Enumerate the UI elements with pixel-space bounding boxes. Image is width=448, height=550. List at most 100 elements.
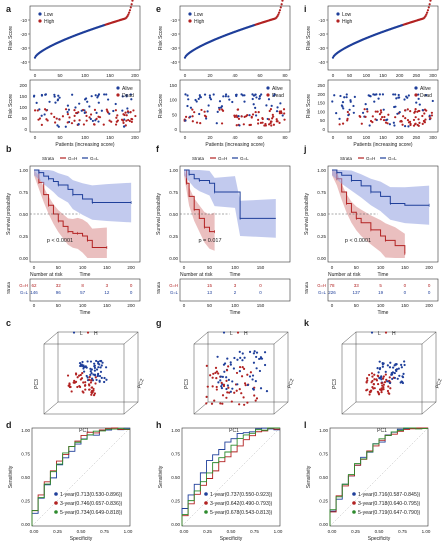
pca-point-l bbox=[219, 375, 223, 378]
pca-cube-front bbox=[193, 343, 275, 415]
pca-point-h bbox=[205, 395, 208, 398]
y-tick-label: 0.75 bbox=[171, 452, 180, 457]
alive-point bbox=[194, 98, 197, 102]
pca-point-l bbox=[398, 374, 401, 377]
dead-point bbox=[424, 118, 427, 121]
dead-point bbox=[414, 116, 417, 119]
survival-status-frame bbox=[327, 79, 439, 133]
alive-point bbox=[209, 98, 213, 101]
pca-point-h bbox=[205, 402, 208, 405]
pca-cube-edge bbox=[43, 401, 59, 415]
pca-point-l bbox=[379, 376, 383, 379]
dead-point bbox=[251, 113, 255, 116]
pca-point-l bbox=[393, 376, 397, 380]
high-risk-point bbox=[127, 13, 130, 16]
dead-point bbox=[89, 113, 93, 116]
x-tick-label: 0 bbox=[331, 265, 334, 270]
pca-point-h bbox=[381, 384, 384, 387]
km-band-h bbox=[34, 170, 107, 258]
risk-table-l-cell: 0 bbox=[404, 290, 407, 295]
dead-point bbox=[73, 114, 76, 118]
roc-legend-label: 5-year(0.719(0.647-0.790)) bbox=[358, 510, 421, 516]
y-tick-label: -20 bbox=[318, 32, 325, 37]
pca-point-l bbox=[403, 360, 406, 363]
risk-score-frame bbox=[179, 5, 291, 71]
y-tick-label: 0.00 bbox=[317, 256, 326, 261]
alive-point bbox=[342, 107, 345, 110]
alive-point bbox=[220, 105, 224, 108]
high-risk-point bbox=[129, 6, 132, 9]
pca-point-l bbox=[89, 373, 92, 376]
dead-point bbox=[270, 124, 273, 127]
pca-point-l bbox=[263, 363, 267, 367]
alive-point bbox=[393, 124, 396, 127]
y-tick-label: 0.00 bbox=[21, 522, 30, 527]
pca-point-l bbox=[231, 380, 234, 383]
alive-point bbox=[415, 101, 418, 104]
dead-point bbox=[346, 110, 349, 114]
x-tick-label: 0.00 bbox=[30, 529, 39, 534]
high-risk-point bbox=[278, 11, 281, 14]
alive-point bbox=[366, 108, 369, 111]
pca-point-l bbox=[104, 366, 108, 369]
x-tick-label: 200 bbox=[396, 135, 404, 140]
high-risk-point bbox=[425, 13, 428, 16]
risk-table-l-row-label: G=L bbox=[170, 290, 179, 295]
x-tick-label: 60 bbox=[257, 73, 263, 78]
dead-point bbox=[381, 116, 384, 119]
pca-pc1-label: PC1 bbox=[79, 428, 89, 434]
alive-point bbox=[377, 97, 380, 100]
alive-point bbox=[199, 95, 202, 99]
risk-table-l-cell: 0 bbox=[428, 290, 431, 295]
legend-alive-marker bbox=[266, 86, 270, 90]
alive-point bbox=[428, 114, 431, 117]
dead-point bbox=[45, 109, 48, 112]
pca-point-l bbox=[223, 370, 226, 373]
pca-point-h bbox=[225, 396, 228, 399]
pca-point-l bbox=[103, 376, 106, 380]
x-tick-label: 100 bbox=[377, 265, 385, 270]
high-risk-point bbox=[131, 0, 134, 2]
dead-point bbox=[124, 124, 127, 127]
pca-point-h bbox=[74, 372, 78, 375]
pca-point-l bbox=[216, 355, 219, 358]
y-tick-label: -30 bbox=[170, 46, 177, 51]
km-xlabel: Time bbox=[378, 272, 389, 278]
pca-point-h bbox=[370, 372, 374, 375]
dead-point bbox=[93, 108, 97, 111]
pca-point-h bbox=[373, 378, 376, 381]
patients-xlabel: Patients (increasing score) bbox=[353, 142, 413, 148]
alive-point bbox=[198, 112, 201, 116]
x-tick-label: 0 bbox=[332, 73, 335, 78]
roc-xlabel: Specificity bbox=[368, 536, 391, 542]
high-risk-point bbox=[427, 6, 430, 9]
pca-point-l bbox=[219, 379, 222, 382]
dead-point bbox=[134, 114, 137, 118]
high-risk-point bbox=[426, 9, 430, 12]
pca-point-l bbox=[395, 369, 398, 373]
pca-point-h bbox=[68, 383, 71, 386]
pca-point-l bbox=[246, 383, 249, 387]
pca-point-l bbox=[99, 366, 102, 369]
alive-point bbox=[218, 100, 222, 103]
pca-point-l bbox=[89, 367, 92, 370]
pca-point-l bbox=[93, 366, 97, 369]
x-tick-label: 150 bbox=[106, 73, 114, 78]
x-tick-label: 150 bbox=[257, 265, 265, 270]
dead-point bbox=[403, 109, 407, 112]
x-tick-label: 60 bbox=[257, 135, 263, 140]
strata-l-label: G=L bbox=[388, 156, 397, 161]
dead-point bbox=[235, 124, 238, 127]
y-tick-label: 0.00 bbox=[19, 256, 28, 261]
alive-point bbox=[94, 119, 97, 122]
pca-point-l bbox=[103, 380, 106, 384]
pca-point-l bbox=[388, 381, 391, 384]
roc-ylabel: Sensitivity bbox=[8, 465, 14, 488]
alive-point bbox=[48, 100, 51, 103]
dead-point bbox=[259, 121, 263, 124]
pca-point-l bbox=[248, 350, 252, 353]
alive-point bbox=[187, 98, 190, 101]
pca-point-l bbox=[236, 358, 239, 361]
x-tick-label: 1.00 bbox=[274, 529, 283, 534]
y-tick-label: 0 bbox=[322, 127, 325, 132]
